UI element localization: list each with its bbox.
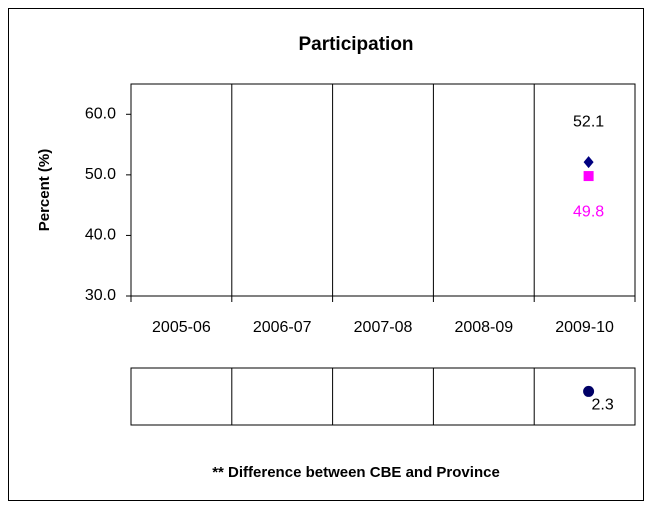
x-tick-label: 2008-09 [454,319,513,336]
plot-area [130,83,636,297]
y-tick-label: 50.0 [85,166,116,183]
data-label: 49.8 [573,203,604,220]
data-label: 52.1 [573,113,604,130]
y-tick-label: 40.0 [85,227,116,244]
data-label: 2.3 [591,397,613,414]
y-tick-label: 30.0 [85,287,116,304]
x-tick-label: 2005-06 [152,319,211,336]
x-tick-label: 2007-08 [354,319,413,336]
footnote: ** Difference between CBE and Province [212,464,500,481]
point [583,156,594,169]
chart-title: Participation [298,34,413,55]
x-tick-label: 2009-10 [555,319,614,336]
x-tick-label: 2006-07 [253,319,312,336]
frame [8,8,644,501]
plot-area [130,367,636,426]
y-tick-label: 60.0 [85,106,116,123]
point [583,385,595,397]
point [583,171,594,182]
y-axis-label: Percent (%) [36,149,53,232]
